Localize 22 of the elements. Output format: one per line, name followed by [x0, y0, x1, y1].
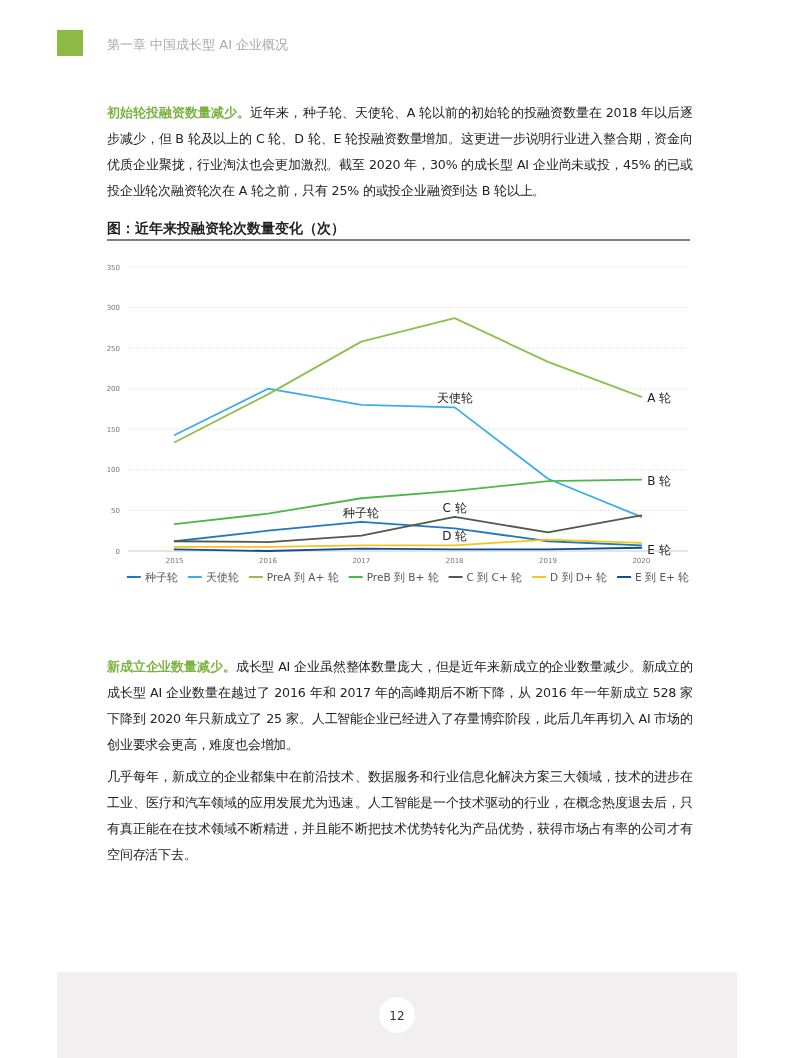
legend-label: PreA 到 A+ 轮	[266, 571, 339, 583]
text: 12	[389, 1009, 405, 1023]
legend-label: E 到 E+ 轮	[635, 571, 690, 583]
annotation: A 轮	[647, 390, 672, 405]
text: 几乎每年，新成立的企业都集中在前沿技术、数据服务和行业信息化解决方案三大领域，技术的进步在工业、医疗和汽车领域的应用发展尤为迅速。人工智能是一个技术驱动的行业，在概念热度退去后，只有真正能在在技术领域不断精进，并且能不断把技术优势转化为产品优势，获得市场占有率的公司才有空间存活下去。	[107, 768, 693, 864]
annotation: C 轮	[442, 500, 467, 515]
text: 新成立企业数量减少。	[107, 659, 236, 674]
line-series	[173, 387, 643, 518]
legend-label: D 到 D+ 轮	[550, 571, 608, 583]
annotation: 天使轮	[436, 391, 473, 406]
legend-label: 天使轮	[205, 571, 239, 583]
line-series	[173, 317, 643, 444]
text: 初始轮投融资数量减少。	[107, 105, 251, 120]
legend-label: 种子轮	[144, 571, 178, 583]
line-series	[173, 478, 643, 526]
chart-title: 图：近年来投融资轮次数量变化（次）	[107, 220, 345, 236]
annotation: 种子轮	[343, 505, 380, 520]
annotation: E 轮	[647, 542, 671, 557]
annotation: B 轮	[647, 473, 672, 488]
legend-label: C 到 C+ 轮	[466, 571, 523, 583]
legend-label: PreB 到 B+ 轮	[366, 571, 439, 583]
annotation: D 轮	[442, 529, 468, 544]
